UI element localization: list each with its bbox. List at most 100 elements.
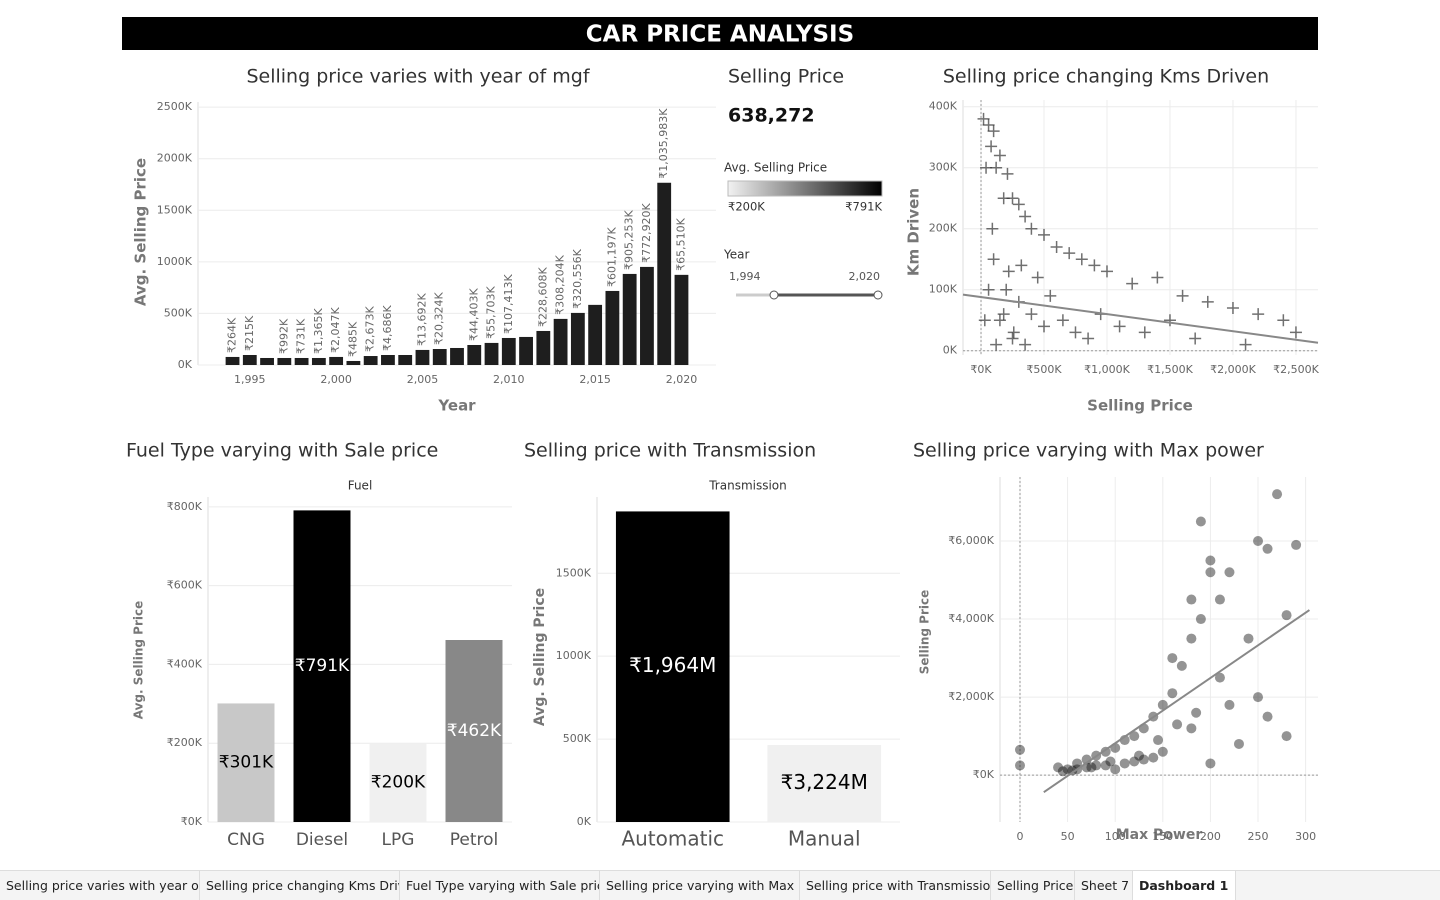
- bar-label: ₹20,324K: [433, 292, 446, 345]
- point: [1191, 707, 1202, 718]
- trend-line: [1043, 609, 1310, 794]
- point: [1086, 762, 1097, 773]
- slider-handle[interactable]: [873, 290, 883, 300]
- x-tick-label: ₹2,000K: [1210, 363, 1256, 376]
- point: [990, 161, 1003, 174]
- point: [1014, 760, 1025, 771]
- bar: [293, 510, 351, 822]
- point: [1056, 314, 1069, 327]
- point: [1100, 265, 1113, 278]
- x-tick-label: Diesel: [296, 830, 348, 850]
- x-tick-label: Manual: [788, 827, 861, 851]
- point: [1129, 756, 1140, 767]
- bar: [225, 356, 240, 365]
- y-tick-label: ₹2,000K: [948, 690, 994, 703]
- bar: [467, 344, 482, 365]
- x-tick-label: 2,005: [407, 373, 439, 386]
- bar-label: ₹601,197K: [605, 226, 618, 286]
- point: [1019, 210, 1032, 223]
- point: [1262, 711, 1273, 722]
- point: [1119, 758, 1130, 769]
- y-tick-label: ₹4,000K: [948, 612, 994, 625]
- y-tick-label: 1000K: [157, 255, 193, 268]
- point: [1243, 633, 1254, 644]
- bar: [657, 182, 672, 365]
- y-tick-label: 2000K: [157, 152, 193, 165]
- point: [993, 149, 1006, 162]
- sheet-tab[interactable]: Fuel Type varying with Sale price: [400, 871, 600, 900]
- column-header: Transmission: [708, 479, 787, 493]
- y-tick-label: ₹400K: [167, 657, 203, 670]
- x-tick-label: 300: [1295, 830, 1316, 843]
- x-axis-title: Selling Price: [1087, 397, 1193, 415]
- sheet-tab[interactable]: Selling Price: [991, 871, 1075, 900]
- chart-title: Selling price changing Kms Driven: [943, 66, 1269, 88]
- point: [1239, 338, 1252, 351]
- x-tick-label: ₹1,000K: [1084, 363, 1130, 376]
- point: [1205, 567, 1216, 578]
- bar: [346, 360, 361, 365]
- point: [1063, 247, 1076, 260]
- sheet-tab[interactable]: Selling price varies with year of ...: [0, 871, 200, 900]
- x-tick-label: 2,010: [493, 373, 525, 386]
- x-tick-label: 1,995: [234, 373, 266, 386]
- point: [1163, 314, 1176, 327]
- point: [1126, 277, 1139, 290]
- dashboard-title: CAR PRICE ANALYSIS: [586, 22, 854, 48]
- bar: [519, 336, 533, 365]
- point: [1167, 653, 1178, 664]
- point: [993, 314, 1006, 327]
- x-tick-label: ₹2,500K: [1273, 363, 1319, 376]
- point: [1189, 332, 1202, 345]
- filter-title: Year: [723, 248, 749, 262]
- point: [1014, 744, 1025, 755]
- point: [1186, 723, 1197, 734]
- point: [1025, 222, 1038, 235]
- bar: [329, 356, 344, 365]
- slider-handle[interactable]: [769, 290, 779, 300]
- bar-label: ₹992K: [277, 318, 290, 354]
- x-tick-label: CNG: [227, 830, 265, 850]
- x-tick-label: 0: [1016, 830, 1023, 843]
- point: [1252, 308, 1265, 321]
- point: [1002, 265, 1015, 278]
- x-tick-label: 2,020: [666, 373, 698, 386]
- point: [1186, 594, 1197, 605]
- point: [1277, 314, 1290, 327]
- legend-title: Avg. Selling Price: [724, 161, 827, 175]
- point: [1205, 758, 1216, 769]
- point: [1038, 228, 1050, 241]
- sheet-tab[interactable]: Selling price varying with Max p...: [600, 871, 800, 900]
- point: [1100, 760, 1111, 771]
- point: [1110, 764, 1121, 775]
- point: [1224, 567, 1235, 578]
- x-tick-label: LPG: [382, 830, 415, 850]
- bar-label: ₹215K: [243, 315, 256, 351]
- sheet-tab[interactable]: Selling price with Transmission: [800, 871, 991, 900]
- point: [1113, 320, 1126, 333]
- bar: [570, 312, 585, 365]
- point: [1186, 633, 1197, 644]
- x-tick-label: ₹1,500K: [1147, 363, 1193, 376]
- point: [1157, 746, 1168, 757]
- bar-label: ₹462K: [447, 721, 502, 741]
- filter-max: 2,020: [849, 270, 881, 283]
- sheet-tab[interactable]: Dashboard 1: [1133, 871, 1236, 900]
- bar-label: ₹772,920K: [640, 202, 653, 262]
- sheet-tab[interactable]: Selling price changing Kms Driven: [200, 871, 400, 900]
- point: [1129, 731, 1140, 742]
- kpi-value: 638,272: [728, 105, 815, 127]
- bar: [536, 330, 551, 365]
- point: [1082, 332, 1095, 345]
- bar: [445, 640, 503, 822]
- x-tick-label: ₹500K: [1026, 363, 1062, 376]
- bar: [432, 349, 447, 365]
- bar-label: ₹44,403K: [467, 288, 480, 341]
- sheet-tab[interactable]: Sheet 7: [1075, 871, 1133, 900]
- x-tick-label: ₹0K: [970, 363, 992, 376]
- point: [980, 161, 993, 174]
- y-tick-label: ₹0K: [973, 768, 995, 781]
- bar: [242, 354, 257, 365]
- tab-bar: Selling price varies with year of ... Sel…: [0, 870, 1440, 900]
- bar: [450, 347, 464, 365]
